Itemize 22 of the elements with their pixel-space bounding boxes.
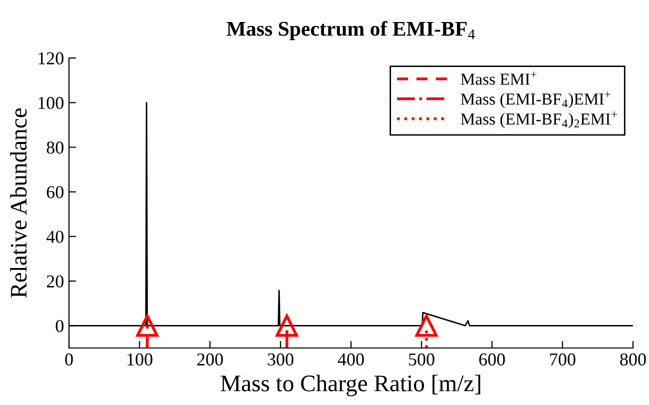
legend-label: Mass (EMI-BF$_{4}$)$_{2}$EMI$^{+}$ xyxy=(460,112,617,128)
x-tick-label: 300 xyxy=(268,353,294,366)
x-tick-label: 100 xyxy=(128,353,152,366)
y-tick-label: 120 xyxy=(38,52,64,64)
y-tick-label: 100 xyxy=(38,96,64,110)
legend-label: Mass (EMI-BF$_{4}$)EMI$^{+}$ xyxy=(460,92,610,108)
x-tick-label: 800 xyxy=(620,353,646,366)
y-tick-label: 20 xyxy=(46,275,64,288)
legend-label: Mass EMI$^{+}$ xyxy=(460,72,536,85)
x-tick-label: 500 xyxy=(409,353,434,366)
x-tick-label: 600 xyxy=(479,353,505,366)
x-tick-label: 700 xyxy=(550,353,576,366)
y-tick-label: 80 xyxy=(46,141,64,154)
y-tick-label: 60 xyxy=(46,186,64,198)
x-tick-label: 200 xyxy=(197,353,223,366)
y-axis-title: Relative Abundance xyxy=(10,108,27,298)
y-tick-label: 40 xyxy=(46,230,64,243)
y-tick-label: 0 xyxy=(56,320,64,332)
x-axis-title: Mass to Charge Ratio [m/z] xyxy=(220,374,480,396)
chart-title: Mass Spectrum of EMI-BF$_{4}$ xyxy=(226,20,475,40)
x-tick-label: 400 xyxy=(338,353,364,366)
x-tick-label: 0 xyxy=(65,353,73,366)
